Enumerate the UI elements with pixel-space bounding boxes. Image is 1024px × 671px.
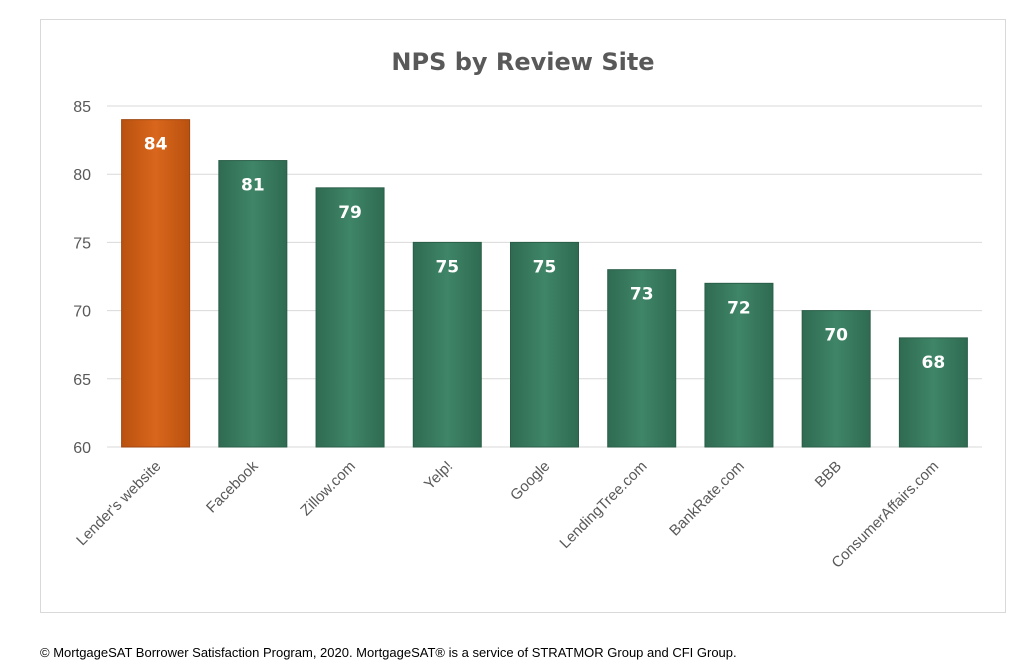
data-label: 84 xyxy=(144,135,168,155)
x-category-label: BankRate.com xyxy=(666,458,748,540)
y-tick-label: 80 xyxy=(73,167,91,184)
data-label: 75 xyxy=(435,257,459,277)
data-label: 73 xyxy=(630,285,654,305)
data-label: 79 xyxy=(338,203,362,223)
x-category-label: Lender's website xyxy=(73,458,164,549)
bar xyxy=(121,119,191,448)
data-labels: 84 81 79 75 75 73 72 70 68 xyxy=(144,135,945,373)
bar xyxy=(412,241,482,448)
x-category-label: BBB xyxy=(812,458,845,491)
y-tick-label: 65 xyxy=(73,372,91,389)
y-tick-label: 85 xyxy=(73,99,91,116)
x-category-label: Zillow.com xyxy=(297,458,359,520)
bar xyxy=(510,241,579,448)
bar xyxy=(315,187,385,448)
x-category-label: LendingTree.com xyxy=(556,458,650,552)
bar xyxy=(898,337,968,448)
bars xyxy=(121,119,968,448)
data-label: 72 xyxy=(727,298,751,318)
x-category-label: Yelp! xyxy=(421,458,456,493)
bar xyxy=(801,310,871,448)
bar xyxy=(607,269,677,448)
x-category-label: ConsumerAffairs.com xyxy=(828,458,942,572)
chart-title: NPS by Review Site xyxy=(391,48,654,76)
bar xyxy=(218,160,288,448)
y-tick-label: 60 xyxy=(73,440,91,457)
data-label: 75 xyxy=(533,257,557,277)
y-tick-label: 70 xyxy=(73,304,91,321)
x-axis-categories: Lender's website Facebook Zillow.com Yelp! G… xyxy=(73,457,942,571)
bar xyxy=(704,282,774,448)
x-category-label: Facebook xyxy=(203,457,262,516)
x-category-label: Google xyxy=(507,458,553,504)
y-tick-label: 75 xyxy=(73,235,91,252)
y-axis-ticks: 60 65 70 75 80 85 xyxy=(73,99,91,457)
data-label: 81 xyxy=(241,176,265,196)
data-label: 68 xyxy=(922,353,946,373)
copyright-footnote: © MortgageSAT Borrower Satisfaction Prog… xyxy=(40,645,737,660)
data-label: 70 xyxy=(824,326,848,346)
